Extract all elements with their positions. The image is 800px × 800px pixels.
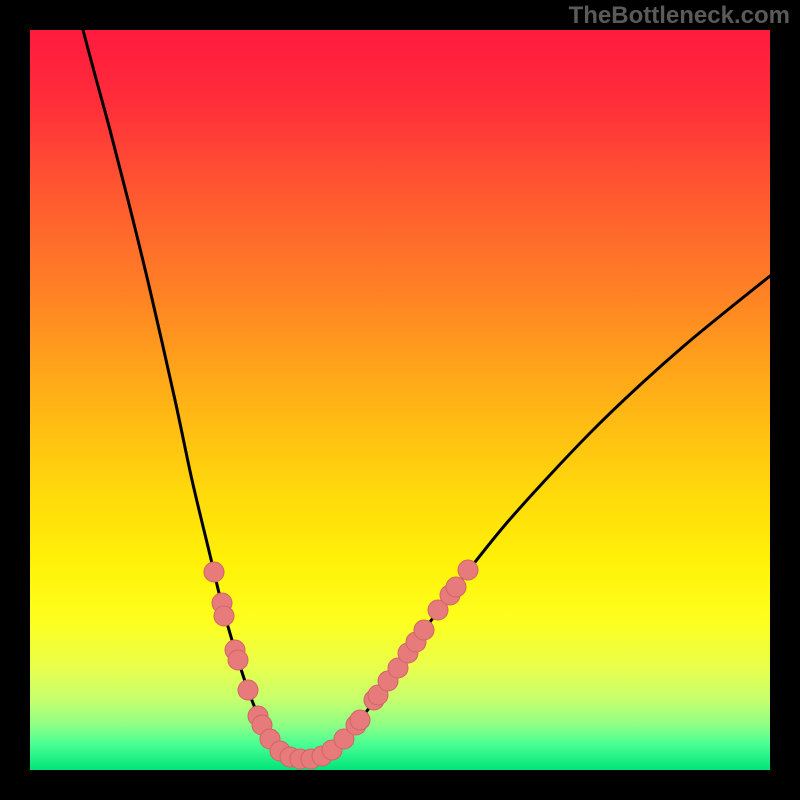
data-marker	[228, 650, 248, 670]
data-marker	[446, 577, 466, 597]
bottleneck-chart	[0, 0, 800, 800]
data-marker	[214, 606, 234, 626]
data-marker	[458, 560, 478, 580]
data-marker	[350, 710, 370, 730]
watermark-text: TheBottleneck.com	[569, 2, 790, 30]
data-marker	[238, 680, 258, 700]
data-marker	[204, 562, 224, 582]
data-marker	[414, 620, 434, 640]
